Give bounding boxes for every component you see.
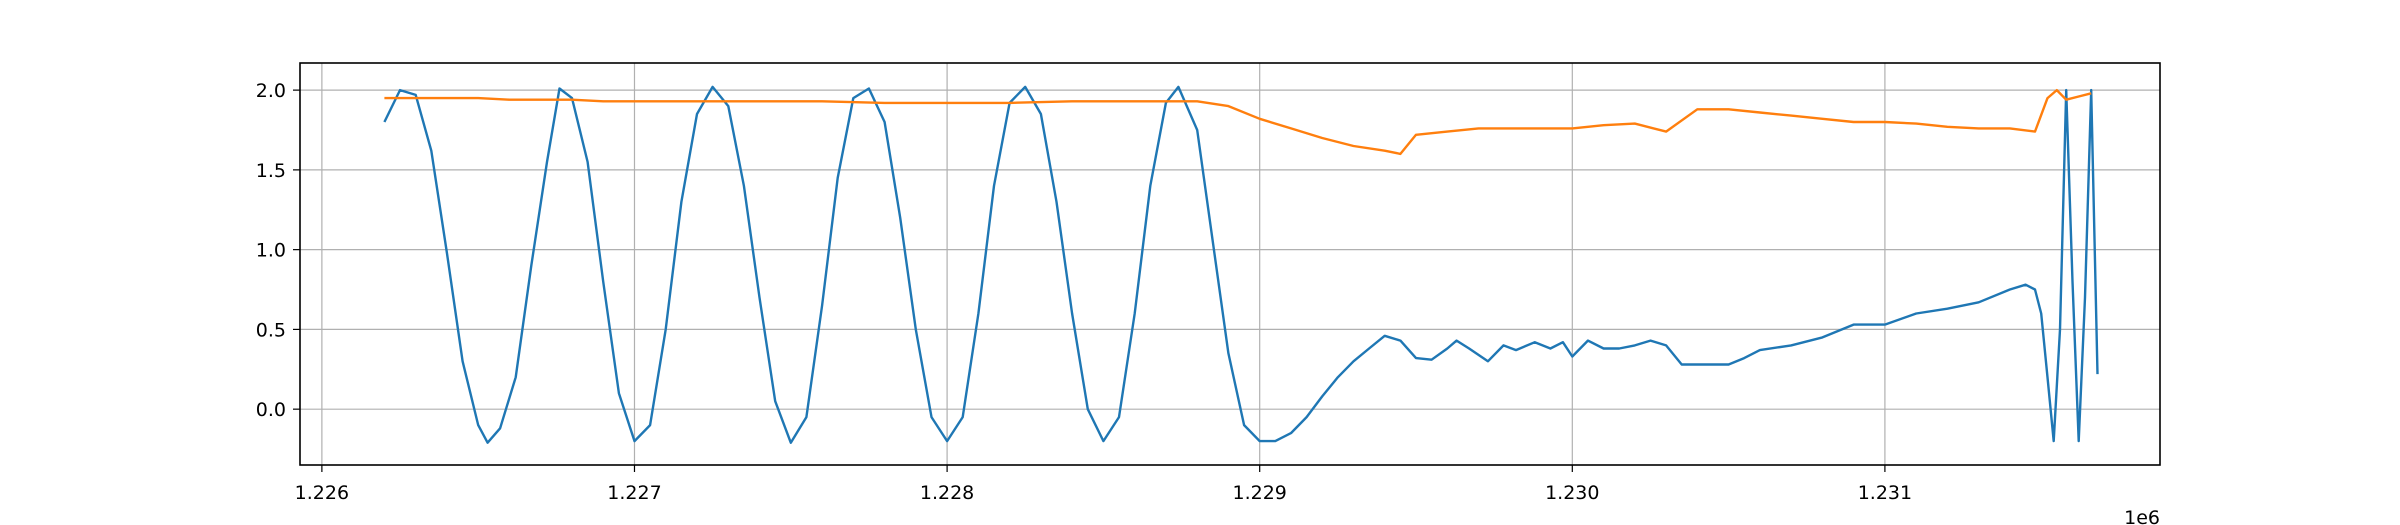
plot-frame bbox=[299, 62, 2161, 466]
x-offset-label: 1e6 bbox=[2124, 507, 2160, 525]
y-tick-label: 0.0 bbox=[256, 399, 286, 421]
y-axis: 0.0 0.5 1.0 1.5 2.0 bbox=[256, 80, 300, 421]
grid-lines bbox=[300, 63, 2160, 465]
series-line-2 bbox=[384, 88, 2092, 156]
x-tick-label: 1.229 bbox=[1232, 482, 1286, 504]
x-tick-label: 1.228 bbox=[920, 482, 974, 504]
x-axis: 1.226 1.227 1.228 1.229 1.230 1.231 bbox=[295, 465, 1912, 504]
x-tick-label: 1.231 bbox=[1858, 482, 1912, 504]
x-tick-label: 1.227 bbox=[607, 482, 661, 504]
y-tick-label: 2.0 bbox=[256, 80, 286, 102]
series-group bbox=[383, 85, 2099, 444]
x-tick-label: 1.226 bbox=[295, 482, 349, 504]
series-line-1 bbox=[383, 85, 2099, 444]
y-tick-label: 0.5 bbox=[256, 319, 286, 341]
x-tick-label: 1.230 bbox=[1545, 482, 1599, 504]
y-tick-label: 1.5 bbox=[256, 160, 286, 182]
y-tick-label: 1.0 bbox=[256, 240, 286, 262]
